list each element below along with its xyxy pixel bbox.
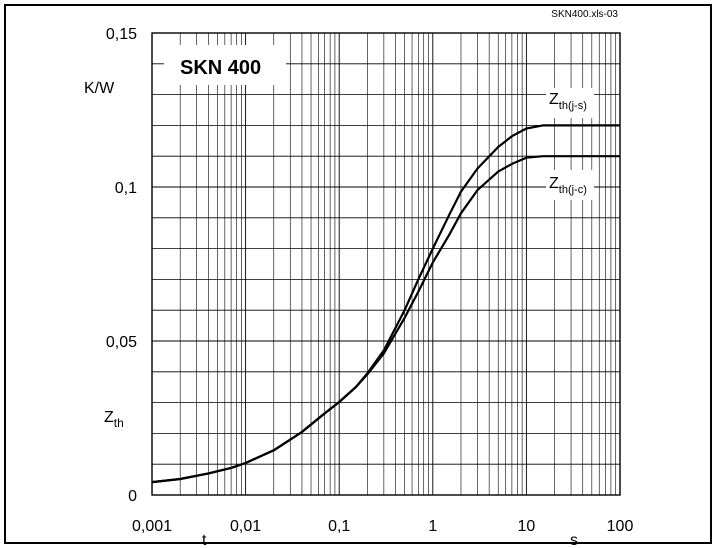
series-lines	[151, 124, 620, 484]
y-tick-label: 0	[128, 488, 137, 505]
grid-lines	[152, 33, 620, 495]
series-label-zth-jc: Zth(j-c)	[549, 175, 587, 196]
y-tick-label: 0,1	[115, 180, 137, 197]
y-axis-symbol: Zth	[104, 409, 124, 430]
x-axis-symbol: t	[202, 532, 207, 548]
y-unit-label: K/W	[84, 80, 115, 97]
x-tick-label: 0,1	[328, 518, 350, 535]
series-label-zth-js: Zth(j-s)	[549, 91, 587, 112]
series-label-bg-js	[546, 88, 594, 118]
title-box	[164, 45, 286, 85]
y-tick-label: 0,05	[106, 334, 137, 351]
plot-area-border	[151, 32, 621, 496]
series-line-zth-jc	[151, 155, 620, 484]
x-tick-label: 1	[428, 518, 437, 535]
x-tick-label: 10	[518, 518, 536, 535]
chart-title: SKN 400	[180, 57, 261, 79]
x-unit-label: s	[570, 532, 578, 548]
x-tick-label: 100	[607, 518, 634, 535]
x-tick-label: 0,01	[230, 518, 261, 535]
file-label: SKN400.xls-03	[551, 9, 618, 20]
chart-frame	[4, 4, 712, 544]
series-label-bg-jc	[546, 170, 594, 200]
tick-labels: 0,001 0,01 0,1 1 10 100 0 0,05 0,1 0,15	[106, 26, 634, 535]
y-tick-label: 0,15	[106, 26, 137, 43]
x-tick-label: 0,001	[132, 518, 172, 535]
